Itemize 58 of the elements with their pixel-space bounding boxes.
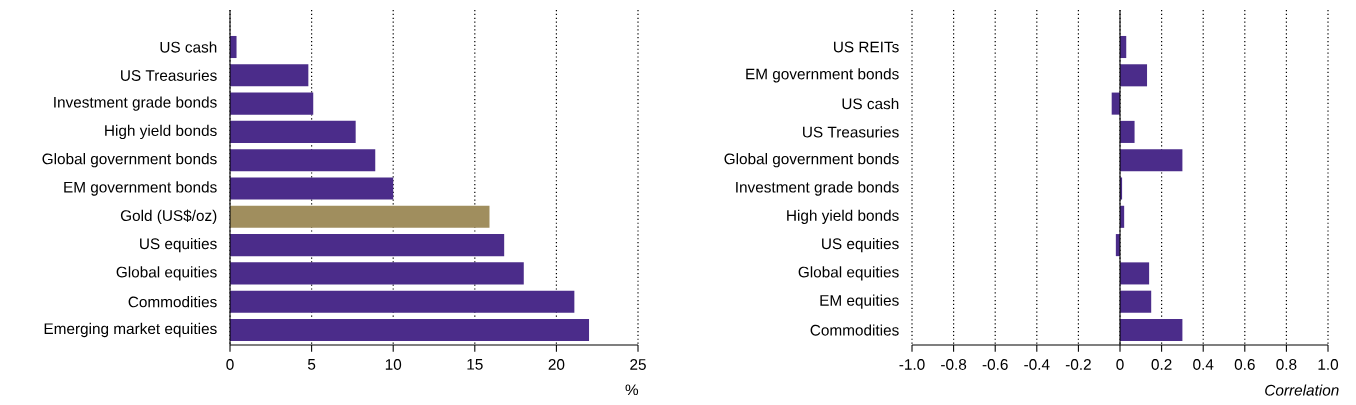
bar bbox=[1120, 64, 1148, 87]
y-tick-label: EM equities bbox=[820, 294, 899, 309]
bar bbox=[1120, 262, 1150, 285]
bar bbox=[1120, 149, 1183, 172]
x-tick-label: 0.4 bbox=[1193, 359, 1214, 370]
y-tick-label: Global equities bbox=[116, 266, 217, 281]
y-tick-label: Emerging market equities bbox=[44, 322, 217, 338]
y-tick-label: Global government bonds bbox=[724, 153, 899, 168]
x-tick-label: 20 bbox=[548, 359, 565, 370]
bar bbox=[230, 64, 309, 87]
y-tick-label: Commodities bbox=[810, 324, 899, 336]
x-tick-label: 0 bbox=[1116, 359, 1124, 370]
x-tick-label: -0.4 bbox=[1024, 359, 1050, 370]
x-tick-label: 0.2 bbox=[1151, 359, 1172, 370]
x-tick-label: -0.2 bbox=[1065, 359, 1091, 370]
x-tick-label: 10 bbox=[385, 359, 402, 370]
y-tick-label: US Treasuries bbox=[803, 126, 899, 138]
y-tick-label: Global equities bbox=[798, 266, 899, 281]
y-tick-label: US cash bbox=[160, 41, 217, 53]
y-tick-label: High yield bonds bbox=[787, 209, 899, 224]
bar bbox=[1120, 120, 1135, 143]
bar bbox=[230, 177, 394, 200]
bar bbox=[230, 262, 524, 285]
x-axis-title: Correlation bbox=[1265, 384, 1339, 396]
x-tick-label: 5 bbox=[307, 359, 316, 370]
bar bbox=[230, 120, 356, 143]
bar bbox=[230, 234, 505, 257]
x-tick-label: 1.0 bbox=[1318, 359, 1339, 370]
x-tick-label: 0.6 bbox=[1234, 359, 1255, 370]
x-tick-label: -1.0 bbox=[899, 359, 925, 370]
bar bbox=[230, 318, 590, 342]
y-tick-label: Commodities bbox=[128, 296, 217, 308]
bar bbox=[230, 205, 490, 228]
y-tick-label: Gold (US$/oz) bbox=[120, 209, 217, 225]
y-tick-label: EM government bonds bbox=[64, 181, 217, 196]
y-tick-label: Investment grade bonds bbox=[54, 96, 217, 111]
bar bbox=[230, 149, 376, 172]
y-tick-label: Global government bonds bbox=[42, 153, 217, 168]
bar bbox=[230, 92, 314, 115]
y-tick-label: US REITs bbox=[834, 41, 899, 53]
bar bbox=[1120, 290, 1152, 313]
bar bbox=[230, 35, 237, 59]
y-tick-label: Investment grade bonds bbox=[736, 181, 899, 196]
y-tick-label: US equities bbox=[822, 237, 899, 253]
y-tick-label: US Treasuries bbox=[121, 69, 217, 81]
x-tick-label: -0.6 bbox=[982, 359, 1008, 370]
y-tick-label: US equities bbox=[140, 237, 217, 253]
x-tick-label: 25 bbox=[630, 359, 646, 370]
x-tick-label: 0.8 bbox=[1276, 359, 1297, 370]
y-tick-label: EM government bonds bbox=[746, 68, 899, 83]
x-axis-title: % bbox=[625, 384, 639, 396]
y-tick-label: High yield bonds bbox=[105, 124, 217, 140]
bar bbox=[230, 290, 575, 313]
y-tick-label: US cash bbox=[842, 97, 899, 110]
x-tick-label: -0.8 bbox=[941, 359, 967, 370]
x-tick-label: 15 bbox=[467, 359, 483, 370]
bar bbox=[1120, 318, 1183, 342]
x-tick-label: 0 bbox=[226, 359, 234, 370]
